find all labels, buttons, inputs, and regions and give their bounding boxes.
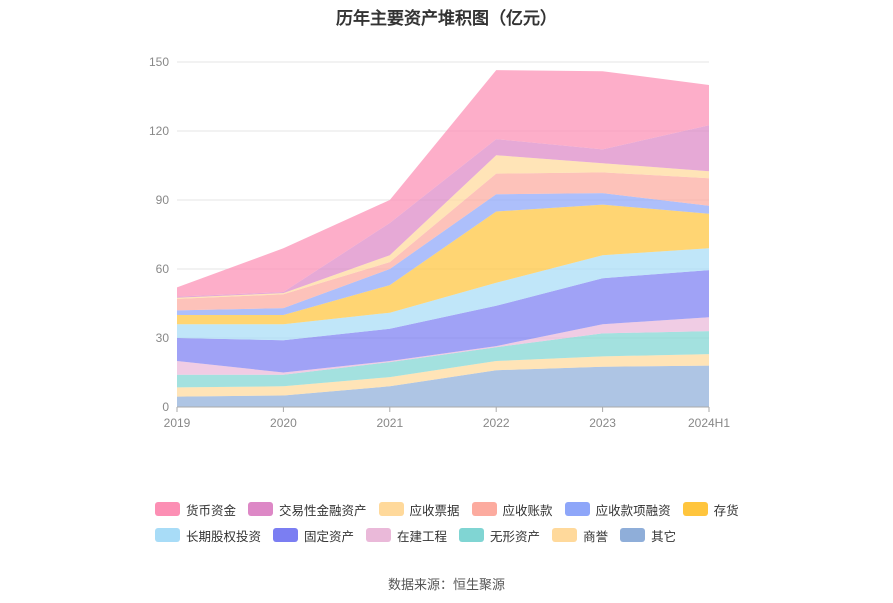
legend-item[interactable]: 存货 — [682, 500, 739, 519]
legend-swatch — [471, 502, 497, 516]
legend-label: 应收账款 — [502, 503, 553, 518]
legend-item[interactable]: 其它 — [620, 526, 676, 545]
y-tick-label: 60 — [156, 262, 170, 276]
y-tick-label: 150 — [149, 55, 169, 69]
legend-item[interactable]: 固定资产 — [273, 526, 354, 545]
legend-label: 长期股权投资 — [186, 529, 262, 544]
area-货币资金 — [177, 70, 709, 297]
legend-label: 固定资产 — [304, 529, 355, 544]
legend-label: 商誉 — [583, 529, 609, 544]
legend-swatch — [620, 528, 646, 542]
legend-label: 存货 — [713, 503, 739, 518]
legend-item[interactable]: 无形资产 — [459, 526, 540, 545]
y-tick-label: 0 — [162, 400, 169, 414]
legend-label: 货币资金 — [186, 503, 237, 518]
area-长期股权投资 — [177, 248, 709, 341]
legend-swatch — [378, 502, 404, 516]
legend-swatch — [682, 502, 708, 516]
area-应收账款 — [177, 172, 709, 311]
area-无形资产 — [177, 331, 709, 388]
legend-item[interactable]: 长期股权投资 — [155, 526, 261, 545]
legend-item[interactable]: 应收款项融资 — [564, 500, 671, 519]
legend-swatch — [459, 528, 485, 542]
y-tick-label: 120 — [149, 124, 169, 138]
legend-item[interactable]: 货币资金 — [155, 500, 236, 519]
area-商誉 — [177, 354, 709, 397]
legend-item[interactable]: 在建工程 — [366, 526, 447, 545]
legend-item[interactable]: 商誉 — [552, 526, 608, 545]
legend-row: 长期股权投资 固定资产 在建工程 无形资产 商誉 其它 — [155, 522, 775, 548]
legend-swatch — [366, 528, 392, 542]
x-tick-label: 2024H1 — [688, 416, 730, 430]
x-tick-label: 2019 — [164, 416, 191, 430]
y-tick-label: 90 — [156, 193, 170, 207]
x-tick-label: 2023 — [589, 416, 616, 430]
legend-label: 应收票据 — [409, 503, 460, 518]
source-note: 数据来源：恒生聚源 — [387, 577, 505, 592]
axes: 0 30 60 90 120 150 2019 2020 2021 2022 2023 2024H1 — [149, 55, 730, 430]
legend-swatch — [552, 528, 578, 542]
legend-row: 货币资金 交易性金融资产 应收票据 应收账款 应收款项融资 存货 — [155, 496, 775, 522]
x-tick-label: 2022 — [483, 416, 510, 430]
area-应收票据 — [177, 155, 709, 299]
legend-swatch — [248, 502, 274, 516]
legend-label: 其它 — [651, 529, 677, 544]
legend-label: 在建工程 — [397, 529, 448, 544]
legend-swatch — [564, 502, 590, 516]
area-series-layer — [177, 70, 709, 407]
area-应收款项融资 — [177, 193, 709, 315]
x-tick-label: 2020 — [270, 416, 297, 430]
y-tick-label: 30 — [156, 331, 170, 345]
area-存货 — [177, 204, 709, 325]
legend-item[interactable]: 交易性金融资产 — [248, 500, 367, 519]
legend-swatch — [155, 528, 180, 542]
legend-label: 无形资产 — [490, 529, 541, 544]
legend-swatch — [155, 502, 180, 516]
area-交易性金融资产 — [177, 125, 709, 298]
legend-label: 应收款项融资 — [595, 503, 671, 518]
legend-item[interactable]: 应收账款 — [471, 500, 553, 519]
area-其它 — [177, 365, 709, 407]
x-tick-label: 2021 — [376, 416, 403, 430]
area-固定资产 — [177, 270, 709, 373]
area-在建工程 — [177, 317, 709, 375]
legend-swatch — [273, 528, 299, 542]
legend-item[interactable]: 应收票据 — [378, 500, 460, 519]
legend: 货币资金 交易性金融资产 应收票据 应收账款 应收款项融资 存货长期股权投资 固定资产 在建工… — [155, 496, 775, 548]
legend-label: 交易性金融资产 — [279, 503, 367, 518]
chart-title: 历年主要资产堆积图（亿元） — [336, 9, 557, 28]
